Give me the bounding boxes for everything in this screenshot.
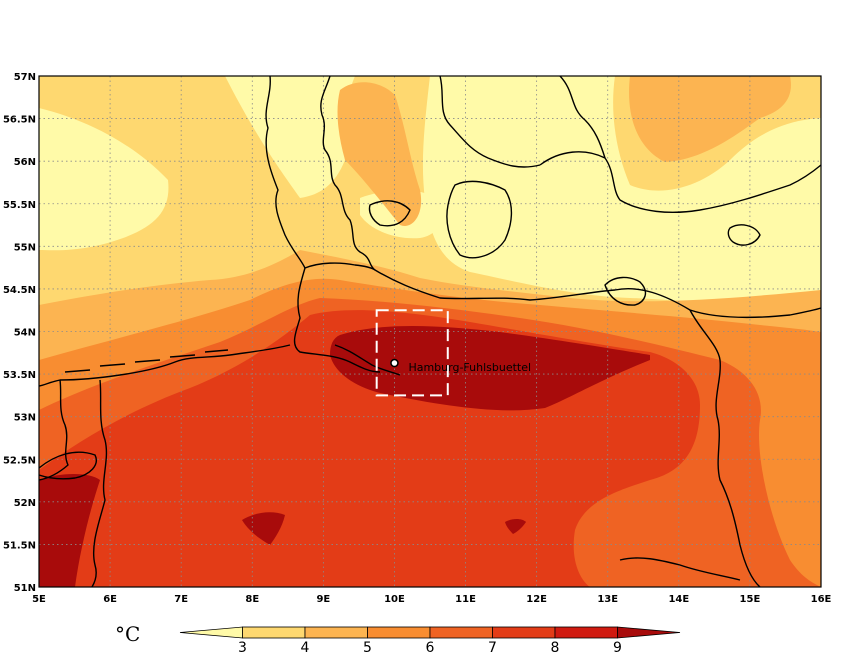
lat-tick-label: 52N: [14, 498, 36, 509]
station-marker-icon: [390, 358, 399, 368]
coastline-elbe-estuary: [334, 344, 401, 376]
legend-value-label: 9: [613, 640, 622, 656]
legend-swatch: [429, 626, 493, 639]
coastline-netherlands: [39, 379, 69, 481]
lon-tick-label: 15E: [740, 594, 761, 605]
legend-swatch: [367, 626, 431, 639]
border-germany-poland: [689, 309, 761, 587]
lat-tick-label: 51N: [14, 583, 36, 594]
coastline-east-frisia: [39, 344, 291, 387]
lon-tick-label: 11E: [455, 594, 476, 605]
coastline-rugen: [604, 276, 647, 306]
border-germany-czech: [619, 557, 741, 581]
lon-tick-label: 10E: [384, 594, 405, 605]
latitude-tick-labels: 57N 56.5N 56N 55.5N 55N 54.5N 54N 53.5N 53N 52.5N…: [3, 72, 36, 594]
contour-5-6-northeast: [629, 76, 791, 162]
plot-frame: [38, 75, 822, 588]
coastlines: [39, 76, 821, 587]
legend-value-label: 7: [488, 640, 497, 656]
lat-tick-label: 53.5N: [3, 370, 36, 381]
contour-5-6-north: [337, 82, 422, 226]
lat-tick-label: 55N: [14, 242, 36, 253]
lon-tick-label: 7E: [174, 594, 188, 605]
border-netherlands-germany: [91, 379, 108, 587]
legend-value-label: 3: [238, 640, 247, 656]
legend-unit: °C: [115, 622, 140, 646]
station-label: Hamburg-Fuhlsbuettel: [408, 361, 531, 374]
legend-value-label: 8: [551, 640, 560, 656]
coastline-funen: [368, 200, 411, 227]
contour-below-4-northeast: [422, 76, 821, 307]
coastline-german-north-sea: [293, 267, 381, 373]
coastline-zealand: [446, 180, 513, 259]
lat-tick-label: 53N: [14, 413, 36, 424]
legend-value-label: 4: [301, 640, 310, 656]
lon-tick-label: 8E: [245, 594, 259, 605]
contour-below-4-west: [39, 108, 169, 251]
contour-above-9-southwest: [39, 474, 100, 587]
lat-tick-label: 54.5N: [3, 285, 36, 296]
region-box: [375, 309, 449, 397]
contour-fill: [39, 76, 821, 587]
contour-above-9-small-1: [242, 512, 285, 545]
coastline-zeeland: [39, 451, 97, 480]
lon-tick-label: 14E: [668, 594, 689, 605]
lon-tick-label: 13E: [597, 594, 618, 605]
lon-tick-label: 9E: [316, 594, 330, 605]
longitude-tick-labels: 5E 6E 7E 8E 9E 10E 11E 12E 13E 14E 15E 16E: [32, 594, 831, 605]
lat-tick-label: 56N: [14, 157, 36, 168]
border-germany-denmark: [304, 262, 376, 271]
lat-tick-label: 51.5N: [3, 540, 36, 551]
coastline-frisian-islands: [64, 349, 229, 373]
legend-swatch: [617, 626, 681, 639]
lon-tick-label: 5E: [32, 594, 46, 605]
lon-tick-label: 6E: [103, 594, 117, 605]
lat-tick-label: 55.5N: [3, 200, 36, 211]
legend-value-label: 6: [426, 640, 435, 656]
lon-tick-label: 16E: [811, 594, 832, 605]
coastline-german-baltic: [374, 269, 821, 319]
coastline-jutland-east: [320, 76, 376, 271]
legend-value-label: 5: [363, 640, 372, 656]
coastline-sweden-south: [539, 151, 821, 214]
legend-swatch: [242, 626, 306, 639]
lat-tick-label: 57N: [14, 72, 36, 83]
legend-swatch: [554, 626, 618, 639]
lat-tick-label: 56.5N: [3, 115, 36, 126]
legend-swatch: [492, 626, 556, 639]
lat-tick-label: 52.5N: [3, 455, 36, 466]
coastline-jutland-west: [265, 76, 306, 269]
legend-swatch: [179, 626, 243, 639]
lat-tick-label: 54N: [14, 328, 36, 339]
contour-below-4-north-center: [225, 76, 355, 198]
legend-swatch: [304, 626, 368, 639]
coastline-bornholm: [727, 224, 761, 246]
contour-above-9-small-2: [505, 519, 526, 534]
contour-above-9-hamburg: [330, 326, 650, 411]
coastline-sweden-east: [559, 76, 606, 159]
color-legend: 3 4 5 6 7 8 9: [179, 626, 681, 656]
lon-tick-label: 12E: [526, 594, 547, 605]
coastline-sweden-west: [439, 76, 541, 168]
